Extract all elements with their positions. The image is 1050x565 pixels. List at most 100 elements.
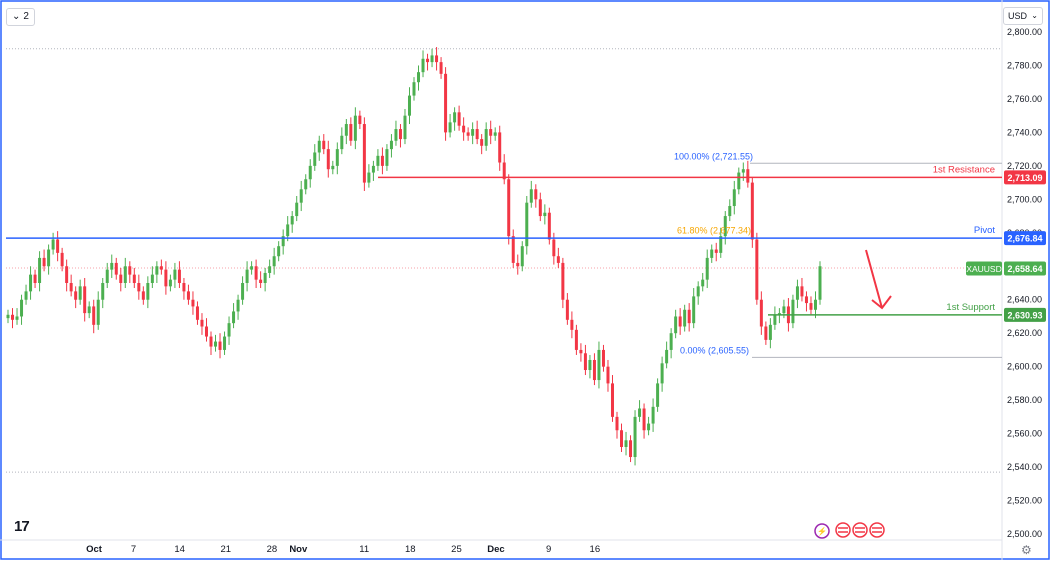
candle-body <box>335 149 339 166</box>
candle <box>597 341 601 389</box>
candle <box>56 231 60 262</box>
candle-body <box>6 314 10 319</box>
candle-body <box>737 172 741 190</box>
candle-body <box>353 115 357 141</box>
candle <box>398 124 402 148</box>
event-icons[interactable]: ⚡ <box>814 522 885 539</box>
candle-body <box>277 246 281 257</box>
x-tick-label: 21 <box>221 544 232 555</box>
us-flag-icon[interactable] <box>869 522 885 538</box>
price-badge <box>1004 231 1046 246</box>
candle <box>448 113 452 138</box>
candle-body <box>209 336 213 347</box>
candle <box>254 259 258 289</box>
candle <box>295 195 299 222</box>
candle <box>795 279 799 309</box>
candle-body <box>263 272 267 283</box>
candle-body <box>642 408 646 431</box>
candle-body <box>493 132 497 136</box>
level-name-label: 1st Support <box>946 302 995 313</box>
candle-body <box>633 416 637 458</box>
candle <box>579 343 583 362</box>
candle <box>507 174 511 245</box>
currency-selector[interactable]: USD ⌄ <box>1003 7 1043 25</box>
candle-body <box>719 236 723 253</box>
candle <box>480 134 484 155</box>
x-tick-label: 25 <box>451 544 462 555</box>
candle <box>642 403 646 439</box>
indicator-count: 2 <box>23 11 29 22</box>
candle-body <box>750 182 754 240</box>
candle-body <box>755 239 759 300</box>
candle-body <box>813 299 817 310</box>
candle <box>692 288 696 329</box>
candle <box>403 108 407 145</box>
down-arrow[interactable] <box>865 249 892 310</box>
candle <box>629 435 633 463</box>
candle <box>290 211 294 233</box>
candle <box>209 331 213 355</box>
candle-body <box>791 299 795 324</box>
candle-body <box>394 129 398 141</box>
candle <box>69 274 73 297</box>
candle-body <box>782 306 786 314</box>
candle-body <box>561 262 565 300</box>
candle <box>132 267 136 289</box>
candle-body <box>412 82 416 96</box>
candle-body <box>268 266 272 273</box>
candle-body <box>547 212 551 240</box>
candle-body <box>728 206 732 217</box>
us-flag-icon[interactable] <box>835 522 851 538</box>
candle-body <box>38 257 42 283</box>
candle-body <box>322 140 326 150</box>
candle-body <box>159 266 163 270</box>
indicator-collapse-button[interactable]: ⌄ 2 <box>6 8 35 26</box>
x-tick-label: 18 <box>405 544 416 555</box>
candle-body <box>489 129 493 136</box>
y-tick-label: 2,520.00 <box>1007 496 1042 506</box>
candle-body <box>511 236 515 263</box>
candle-body <box>20 299 24 317</box>
y-tick-label: 2,560.00 <box>1007 429 1042 439</box>
candle-body <box>74 291 78 300</box>
candle <box>114 257 118 280</box>
candle-body <box>114 262 118 275</box>
candle <box>331 160 335 175</box>
candle <box>51 232 55 255</box>
candle-body <box>101 283 105 300</box>
tradingview-logo-icon[interactable]: 17 <box>14 518 30 535</box>
candle-body <box>96 299 100 325</box>
candle <box>78 279 82 305</box>
fib-label: 100.00% (2,721.55) <box>674 151 753 161</box>
candle <box>123 257 127 289</box>
candle-body <box>620 430 624 447</box>
gear-icon[interactable]: ⚙ <box>1021 543 1032 557</box>
candle <box>38 251 42 292</box>
price-badge <box>1004 170 1046 185</box>
candle <box>245 261 249 292</box>
candle-body <box>696 286 700 297</box>
candle-body <box>773 314 777 325</box>
candle <box>299 180 303 212</box>
candle-body <box>421 58 425 73</box>
candle-body <box>173 269 177 280</box>
lightning-icon[interactable] <box>814 523 830 539</box>
us-flag-icon[interactable] <box>852 522 868 538</box>
candle <box>164 261 168 295</box>
candle-body <box>182 283 186 292</box>
candle <box>800 277 804 302</box>
candle-body <box>583 353 587 371</box>
candle-body <box>223 336 227 350</box>
candle-body <box>295 202 299 217</box>
candle <box>105 262 109 289</box>
candle <box>444 67 448 141</box>
candle <box>647 416 651 436</box>
candle <box>804 291 808 312</box>
candle <box>475 120 479 145</box>
candle <box>457 105 461 131</box>
candle-body <box>92 306 96 325</box>
candle-body <box>250 266 254 270</box>
candle <box>137 274 141 300</box>
